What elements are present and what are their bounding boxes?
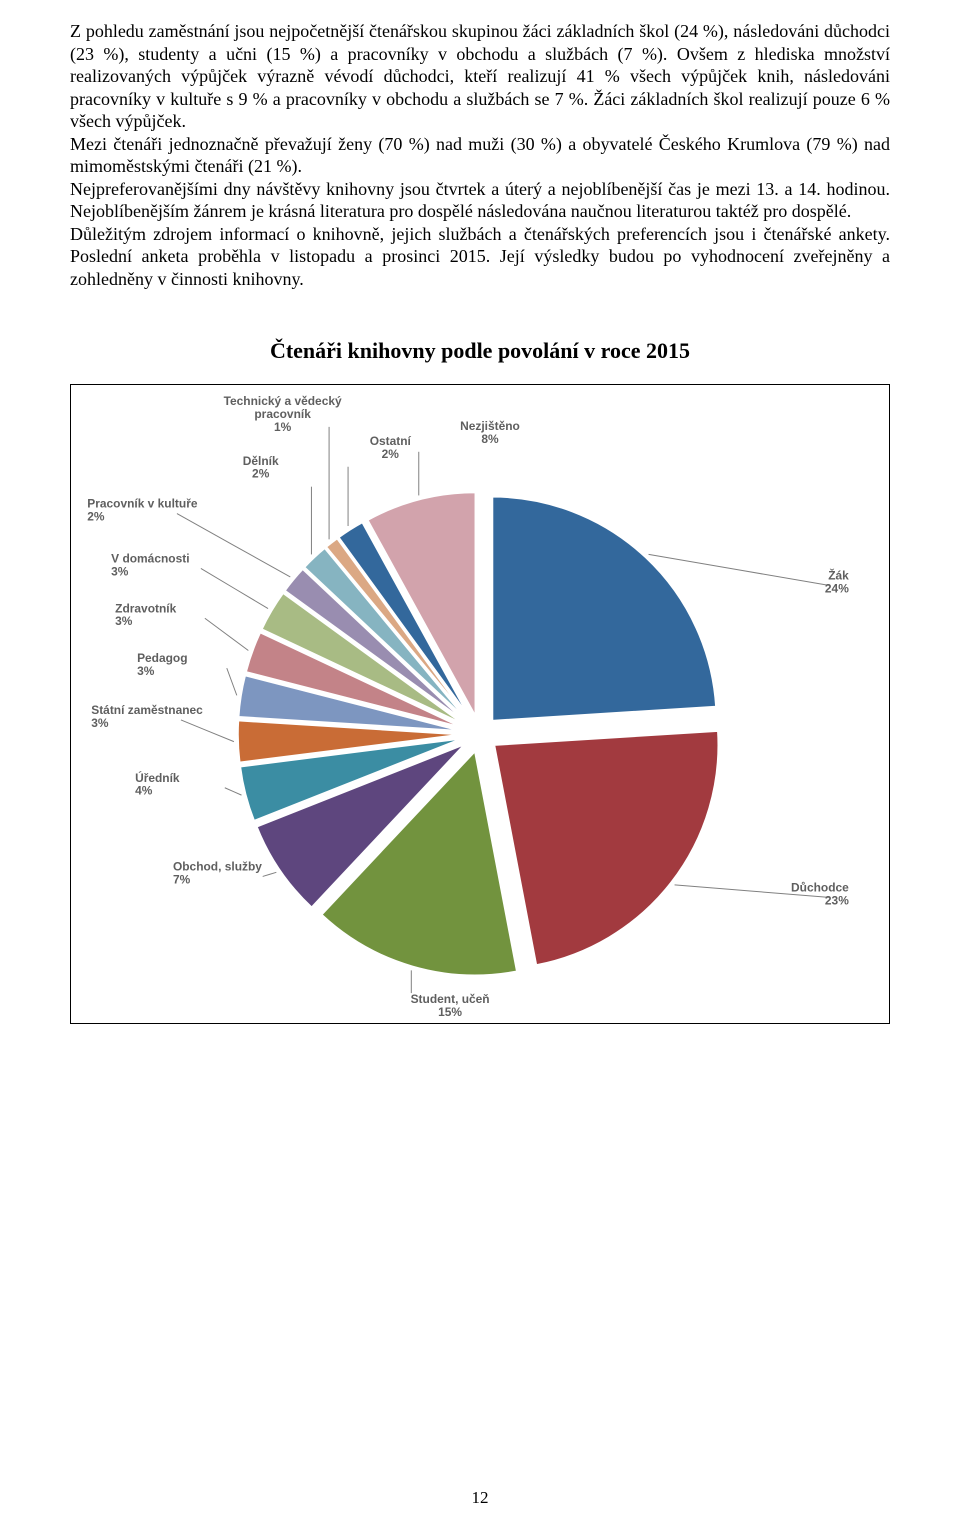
page-number: 12 [0,1488,960,1508]
slice-label: Ostatní2% [370,434,412,461]
document-page: Z pohledu zaměstnání jsou nejpočetnější … [0,0,960,1530]
leader-line [177,514,290,577]
chart-title: Čtenáři knihovny podle povolání v roce 2… [70,338,890,364]
slice-label: Technický a vědeckýpracovník1% [224,394,342,434]
paragraph-4: Důležitým zdrojem informací o knihovně, … [70,223,890,291]
slice-label: V domácnosti3% [111,551,189,578]
body-text-block: Z pohledu zaměstnání jsou nejpočetnější … [70,20,890,290]
slice-label: Státní zaměstnanec3% [91,703,203,730]
slice-label: Nezjištěno8% [460,419,520,446]
pie-slice [494,731,718,965]
pie-chart: Žák24% Důchodce23% Student, učeň15% Obchod,… [71,385,889,1023]
pie-chart-frame: Žák24% Důchodce23% Student, učeň15% Obchod,… [70,384,890,1024]
slice-label: Dělník2% [243,454,279,481]
leader-line [649,554,829,585]
slice-label: Obchod, služby7% [173,859,262,886]
leader-line [205,618,248,650]
slice-label: Žák24% [825,567,849,595]
leader-line [263,872,277,876]
pie-slice [492,497,716,721]
slice-label: Pedagog3% [137,651,187,678]
paragraph-3: Nejpreferovanějšími dny návštěvy knihovn… [70,178,890,223]
leader-line [201,568,268,608]
paragraph-1: Z pohledu zaměstnání jsou nejpočetnější … [70,20,890,133]
leader-line [181,720,234,742]
slice-label: Pracovník v kultuře2% [87,497,198,524]
slice-label: Úředník4% [135,770,180,798]
leader-line [225,788,242,795]
paragraph-2: Mezi čtenáři jednoznačně převažují ženy … [70,133,890,178]
slice-label: Důchodce23% [791,880,849,907]
leader-line [227,668,237,695]
slice-label: Zdravotník3% [115,601,176,628]
slice-label: Student, učeň15% [411,992,490,1019]
